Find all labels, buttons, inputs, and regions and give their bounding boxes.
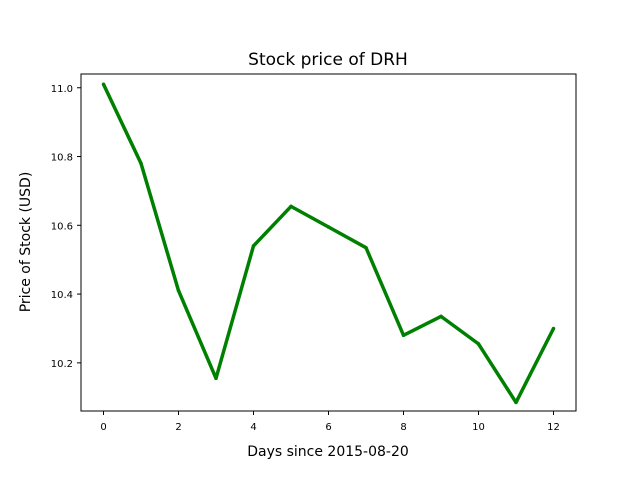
y-tick-label: 11.0 — [51, 84, 73, 95]
data-point — [139, 161, 143, 166]
chart-title: Stock price of DRH — [248, 50, 408, 70]
data-point — [214, 376, 218, 381]
y-axis-title: Price of Stock (USD) — [18, 172, 34, 313]
x-tick-label: 4 — [250, 422, 256, 433]
x-tick-label: 6 — [325, 422, 331, 433]
data-point — [439, 314, 443, 319]
data-point — [101, 82, 106, 87]
data-point — [514, 400, 518, 405]
plot-area — [101, 82, 556, 405]
data-point — [176, 288, 181, 293]
y-tick-label: 10.8 — [51, 153, 73, 164]
data-point — [364, 245, 368, 250]
data-point — [326, 225, 331, 229]
data-point — [251, 244, 256, 248]
x-tick-label: 8 — [400, 422, 406, 433]
data-point — [551, 326, 556, 331]
x-tick-label: 10 — [472, 422, 485, 433]
x-axis: 0 2 4 6 8 10 12 — [100, 411, 560, 433]
x-tick-label: 2 — [175, 422, 181, 433]
y-tick-label: 10.6 — [51, 221, 73, 232]
x-tick-label: 0 — [100, 422, 106, 433]
data-point — [401, 333, 406, 338]
x-axis-title: Days since 2015-08-20 — [247, 444, 409, 460]
data-point — [476, 342, 481, 346]
y-tick-label: 10.2 — [51, 359, 73, 370]
x-tick-label: 12 — [547, 422, 560, 433]
y-axis: 10.2 10.4 10.6 10.8 11.0 — [51, 84, 81, 370]
y-tick-label: 10.4 — [51, 290, 73, 301]
data-point — [289, 204, 293, 209]
